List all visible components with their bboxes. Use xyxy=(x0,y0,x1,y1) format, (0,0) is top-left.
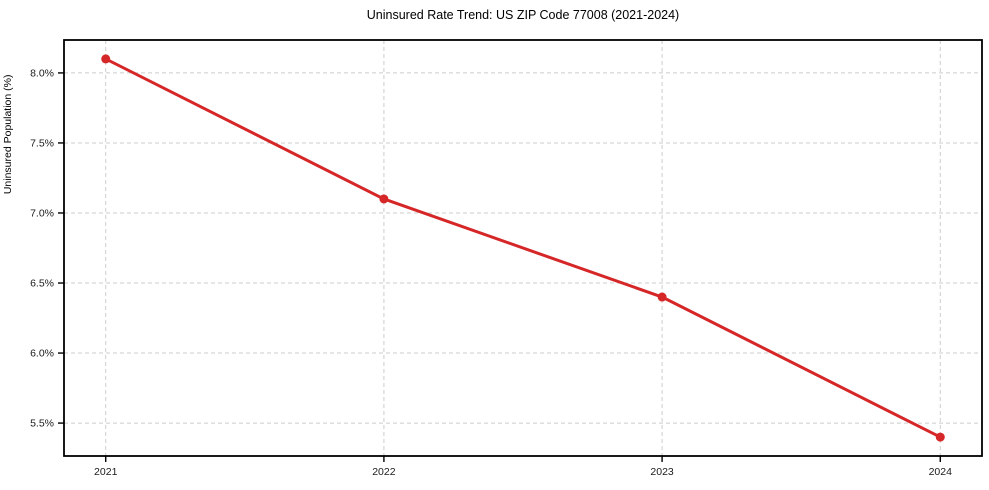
y-tick-label: 8.0% xyxy=(30,67,54,79)
chart-title: Uninsured Rate Trend: US ZIP Code 77008 … xyxy=(366,8,680,22)
data-point-marker xyxy=(657,292,667,302)
x-tick-label: 2023 xyxy=(650,466,674,478)
data-point-marker xyxy=(379,194,389,204)
axes-frame xyxy=(63,39,983,457)
x-tick-label: 2022 xyxy=(372,466,396,478)
trend-line xyxy=(104,57,942,439)
y-tick-label: 6.0% xyxy=(30,348,54,360)
y-tick-label: 7.5% xyxy=(30,137,54,149)
y-tick-label: 6.5% xyxy=(30,278,54,290)
y-tick-label: 5.5% xyxy=(30,418,54,430)
x-tick-label: 2024 xyxy=(929,466,953,478)
y-tick-label: 7.0% xyxy=(30,207,54,219)
data-point-marker xyxy=(101,54,111,64)
x-tick-label: 2021 xyxy=(94,466,118,478)
data-point-marker xyxy=(935,432,945,442)
